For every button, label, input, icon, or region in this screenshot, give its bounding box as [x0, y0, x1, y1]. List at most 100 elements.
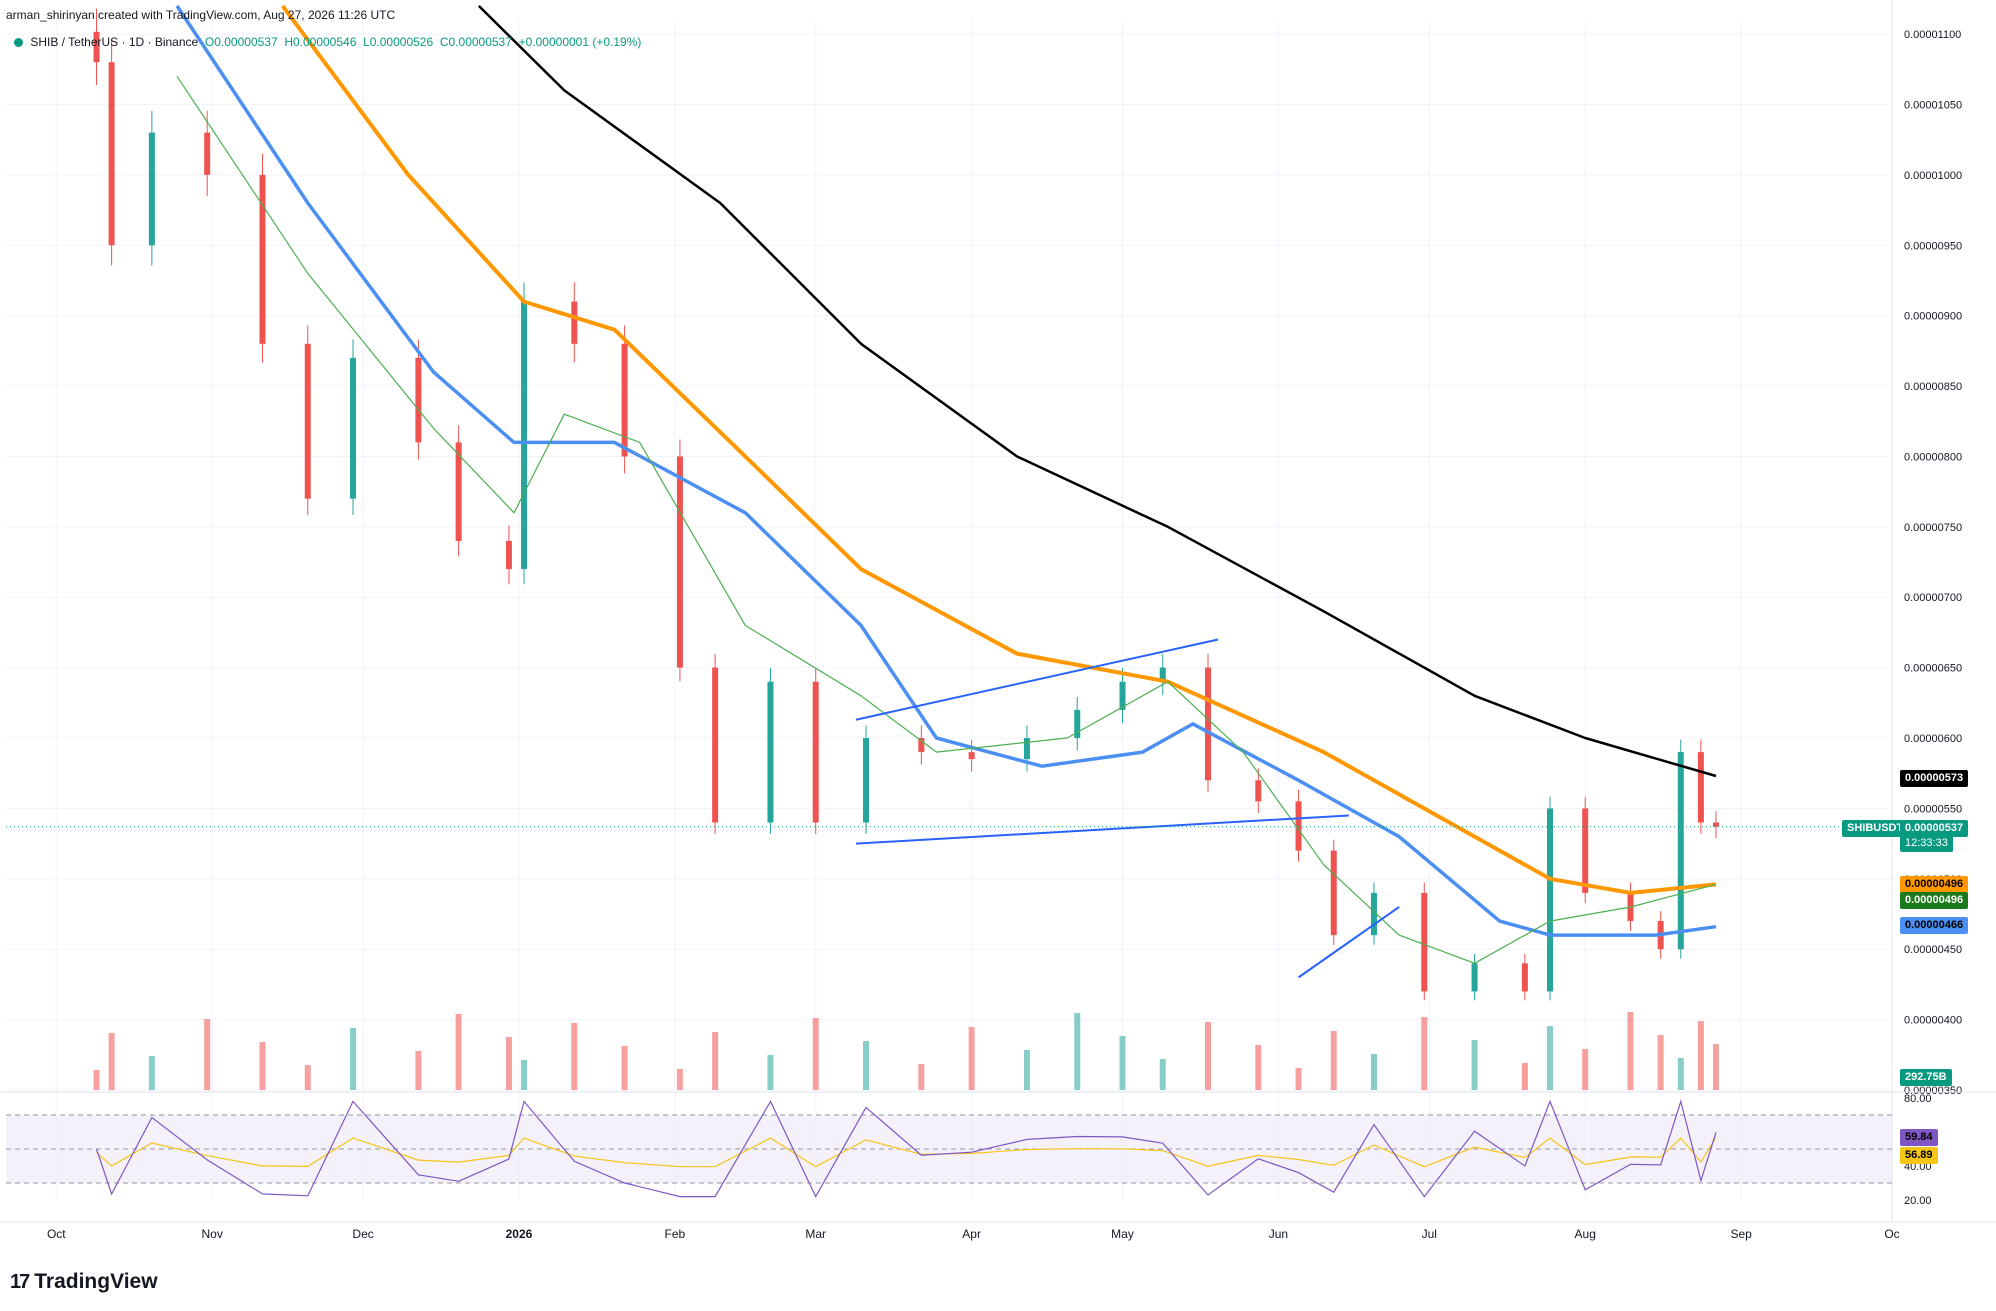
price-tick-label: 0.00000650 — [1904, 663, 1962, 675]
tradingview-logo-text: TradingView — [34, 1270, 158, 1293]
attribution-text: arman_shirinyan created with TradingView… — [6, 8, 396, 22]
candle-body — [621, 343, 628, 457]
price-tick-label: 0.00000800 — [1904, 451, 1962, 463]
volume-bar — [968, 1027, 975, 1090]
candle-body — [676, 456, 683, 668]
ma-line-ma50 — [175, 4, 1717, 937]
candle-body — [259, 174, 266, 344]
candle-body — [1159, 667, 1166, 682]
symbol-tag: SHIBUSDT — [1842, 820, 1909, 837]
candle-body — [505, 540, 512, 570]
rsi-ma-line — [96, 1136, 1717, 1168]
time-tick-label: Nov — [202, 1227, 223, 1241]
volume-bar — [863, 1041, 870, 1090]
candle-body — [1582, 808, 1589, 893]
candle-body — [1697, 752, 1704, 823]
ma-line-ma100 — [280, 4, 1717, 895]
candle-body — [1295, 801, 1302, 851]
time-tick-label: Jul — [1422, 1227, 1437, 1241]
candle-body — [1521, 963, 1528, 992]
ohlc-low: L0.00000526 — [363, 35, 434, 49]
rsi-ma-tag: 56.89 — [1900, 1147, 1938, 1164]
rsi-tick-label: 80.00 — [1904, 1093, 1932, 1105]
time-tick-label: May — [1111, 1227, 1134, 1241]
candle-body — [1023, 738, 1030, 760]
volume-bar — [918, 1064, 925, 1090]
time-tick-label: 2026 — [506, 1227, 533, 1241]
price-tick-label: 0.00000700 — [1904, 592, 1962, 604]
volume-bar — [1074, 1013, 1081, 1090]
time-tick-label: Sep — [1730, 1227, 1752, 1241]
price-tick-label: 0.00000400 — [1904, 1015, 1962, 1027]
volume-bar — [1712, 1044, 1719, 1090]
volume-bar — [1023, 1050, 1030, 1090]
candles-group — [93, 8, 1719, 1090]
ma100-price-tag: 0.00000496 — [1900, 876, 1969, 893]
candle-body — [918, 738, 925, 753]
price-tick-label: 0.00001000 — [1904, 170, 1962, 182]
volume-bar — [1627, 1012, 1634, 1090]
volume-bar — [712, 1032, 719, 1090]
volume-bar — [571, 1023, 578, 1090]
candle-body — [968, 752, 975, 760]
volume-bar — [812, 1018, 819, 1090]
candle-body — [1677, 752, 1684, 950]
volume-bar — [1521, 1063, 1528, 1090]
ma20-price-tag: 0.00000496 — [1900, 892, 1969, 909]
volume-bar — [1677, 1058, 1684, 1090]
volume-bar — [1330, 1031, 1337, 1090]
symbol-legend: SHIB / TetherUS · 1D · Binance O0.000005… — [14, 35, 641, 49]
candle-body — [93, 31, 100, 63]
volume-bar — [93, 1070, 100, 1090]
time-tick-label: Dec — [352, 1227, 373, 1241]
candle-body — [415, 357, 422, 443]
volume-bar — [621, 1046, 628, 1090]
ma50-price-tag: 0.00000466 — [1900, 917, 1969, 934]
candle-body — [712, 667, 719, 823]
price-tick-label: 0.00001050 — [1904, 99, 1962, 111]
candle-body — [767, 681, 774, 823]
candle-body — [1119, 681, 1126, 710]
volume-bar — [1295, 1068, 1302, 1090]
volume-bar — [767, 1055, 774, 1090]
ohlc-change: +0.00000001 (+0.19%) — [518, 35, 642, 49]
volume-bar — [304, 1065, 311, 1090]
trendline — [1297, 906, 1400, 979]
rsi-tick-label: 40.00 — [1904, 1161, 1932, 1173]
market-status-icon — [14, 38, 23, 47]
volume-bar — [1159, 1059, 1166, 1090]
candle-body — [304, 343, 311, 499]
time-tick-label: Jun — [1269, 1227, 1288, 1241]
trendline — [855, 638, 1219, 721]
volume-bar — [676, 1069, 683, 1090]
time-tick-label: Mar — [805, 1227, 826, 1241]
tradingview-logo[interactable]: 17 TradingView — [10, 1270, 158, 1294]
candle-body — [1074, 709, 1081, 739]
volume-tag: 292.75B — [1900, 1069, 1952, 1086]
countdown-tag: 12:33:33 — [1900, 835, 1953, 852]
volume-bar — [1582, 1049, 1589, 1090]
symbol-name[interactable]: SHIB / TetherUS · 1D · Binance — [30, 35, 199, 49]
candle-body — [455, 442, 462, 541]
volume-bar — [1471, 1040, 1478, 1090]
price-tick-label: 0.00000850 — [1904, 381, 1962, 393]
candle-body — [1712, 822, 1719, 827]
candle-body — [148, 132, 155, 246]
candle-body — [1547, 808, 1554, 992]
time-tick-label: Feb — [665, 1227, 686, 1241]
volume-bar — [1697, 1021, 1704, 1090]
rsi-value-tag: 59.84 — [1900, 1129, 1938, 1146]
volume-bar — [1255, 1045, 1262, 1090]
price-tick-label: 0.00000750 — [1904, 522, 1962, 534]
candle-body — [204, 132, 211, 175]
price-tick-label: 0.00000600 — [1904, 733, 1962, 745]
volume-bar — [505, 1037, 512, 1090]
volume-bar — [1421, 1017, 1428, 1090]
volume-bar — [204, 1019, 211, 1090]
candle-body — [1370, 892, 1377, 936]
volume-bar — [455, 1014, 462, 1090]
volume-bar — [1547, 1026, 1554, 1090]
volume-bar — [148, 1056, 155, 1090]
time-tick-label: Aug — [1575, 1227, 1596, 1241]
